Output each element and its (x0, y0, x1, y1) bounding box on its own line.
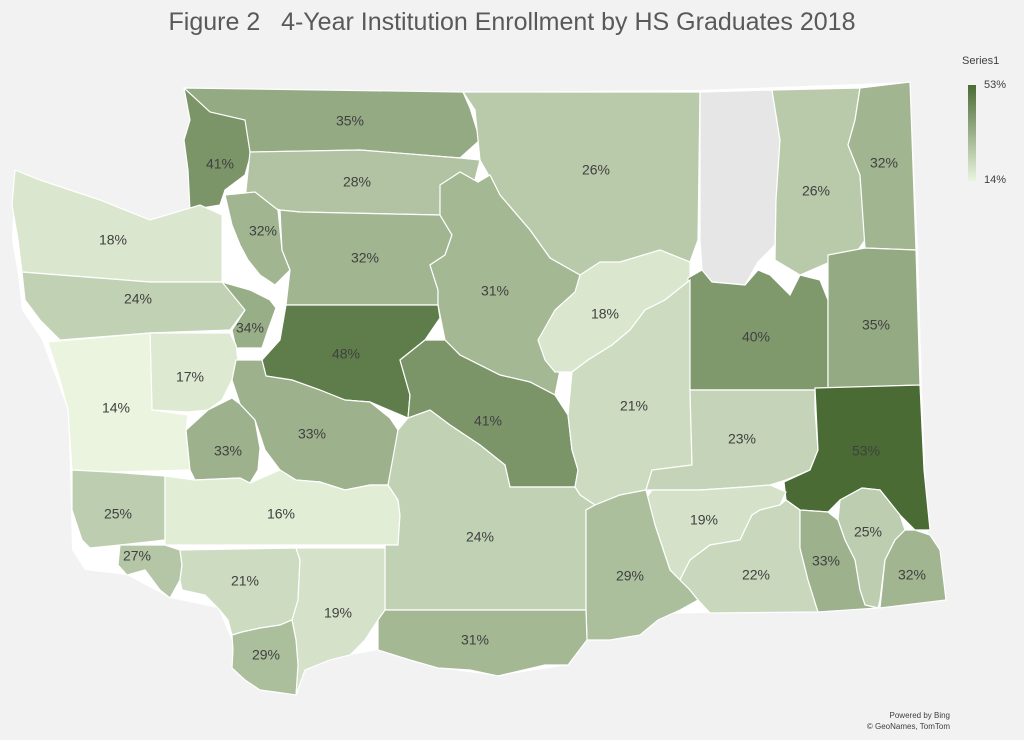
county-value-label: 26% (582, 162, 610, 178)
county-region (179, 547, 301, 636)
credit-line-1: Powered by Bing (889, 711, 950, 720)
county-value-label: 25% (854, 524, 882, 540)
county-value-label: 41% (206, 156, 234, 172)
county-region (149, 332, 239, 413)
county-value-label: 34% (236, 320, 264, 336)
county-value-label: 16% (267, 506, 295, 522)
county-value-label: 35% (336, 113, 364, 129)
county-value-label: 21% (620, 398, 648, 414)
county-region (224, 191, 291, 286)
county-value-label: 32% (898, 567, 926, 583)
county-region (847, 81, 917, 251)
legend: Series1 53% 14% (940, 55, 1020, 195)
legend-min-label: 14% (984, 174, 1007, 186)
legend-title: Series1 (962, 55, 1000, 67)
county-region (679, 499, 819, 614)
county-value-label: 18% (99, 232, 127, 248)
county-value-label: 40% (742, 329, 770, 345)
county-value-label: 33% (812, 553, 840, 569)
county-region (117, 544, 183, 599)
county-region (771, 87, 866, 276)
county-value-label: 24% (124, 291, 152, 307)
map-title: Figure 2 4-Year Institution Enrollment b… (168, 8, 856, 36)
county-value-label: 32% (870, 155, 898, 171)
county-value-label: 22% (742, 567, 770, 583)
county-value-label: 18% (591, 306, 619, 322)
county-value-label: 32% (351, 250, 379, 266)
county-value-label: 28% (343, 174, 371, 190)
county-region (291, 547, 386, 696)
county-region (377, 609, 588, 677)
county-value-label: 53% (852, 443, 880, 459)
county-region (785, 499, 879, 613)
county-value-label: 27% (123, 548, 151, 564)
legend-max-label: 53% (984, 79, 1007, 91)
legend-color-bar (968, 85, 976, 181)
county-value-label: 32% (249, 223, 277, 239)
county-value-label: 26% (802, 183, 830, 199)
county-value-label: 29% (252, 647, 280, 663)
county-region (185, 397, 261, 484)
county-value-label: 33% (214, 443, 242, 459)
county-value-label: 35% (862, 317, 890, 333)
county-value-label: 23% (728, 431, 756, 447)
county-value-label: 29% (616, 568, 644, 584)
county-value-label: 19% (324, 605, 352, 621)
map-credit: Powered by Bing © GeoNames, TomTom (840, 710, 950, 732)
county-region (231, 619, 299, 696)
county-region (220, 280, 277, 349)
county-value-label: 24% (466, 529, 494, 545)
county-region (879, 529, 947, 609)
county-value-label: 21% (231, 573, 259, 589)
county-value-label: 19% (690, 512, 718, 528)
county-value-label: 17% (176, 369, 204, 385)
county-value-label: 48% (332, 346, 360, 362)
county-value-label: 33% (298, 426, 326, 442)
county-value-label: 25% (104, 506, 132, 522)
county-value-label: 14% (102, 400, 130, 416)
county-region (21, 271, 251, 341)
credit-line-2: © GeoNames, TomTom (866, 722, 950, 731)
county-value-label: 31% (461, 632, 489, 648)
county-value-label: 31% (481, 283, 509, 299)
county-value-label: 41% (474, 413, 502, 429)
